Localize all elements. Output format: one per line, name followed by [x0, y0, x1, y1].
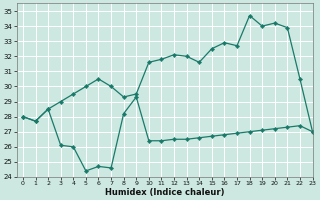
X-axis label: Humidex (Indice chaleur): Humidex (Indice chaleur) — [105, 188, 224, 197]
